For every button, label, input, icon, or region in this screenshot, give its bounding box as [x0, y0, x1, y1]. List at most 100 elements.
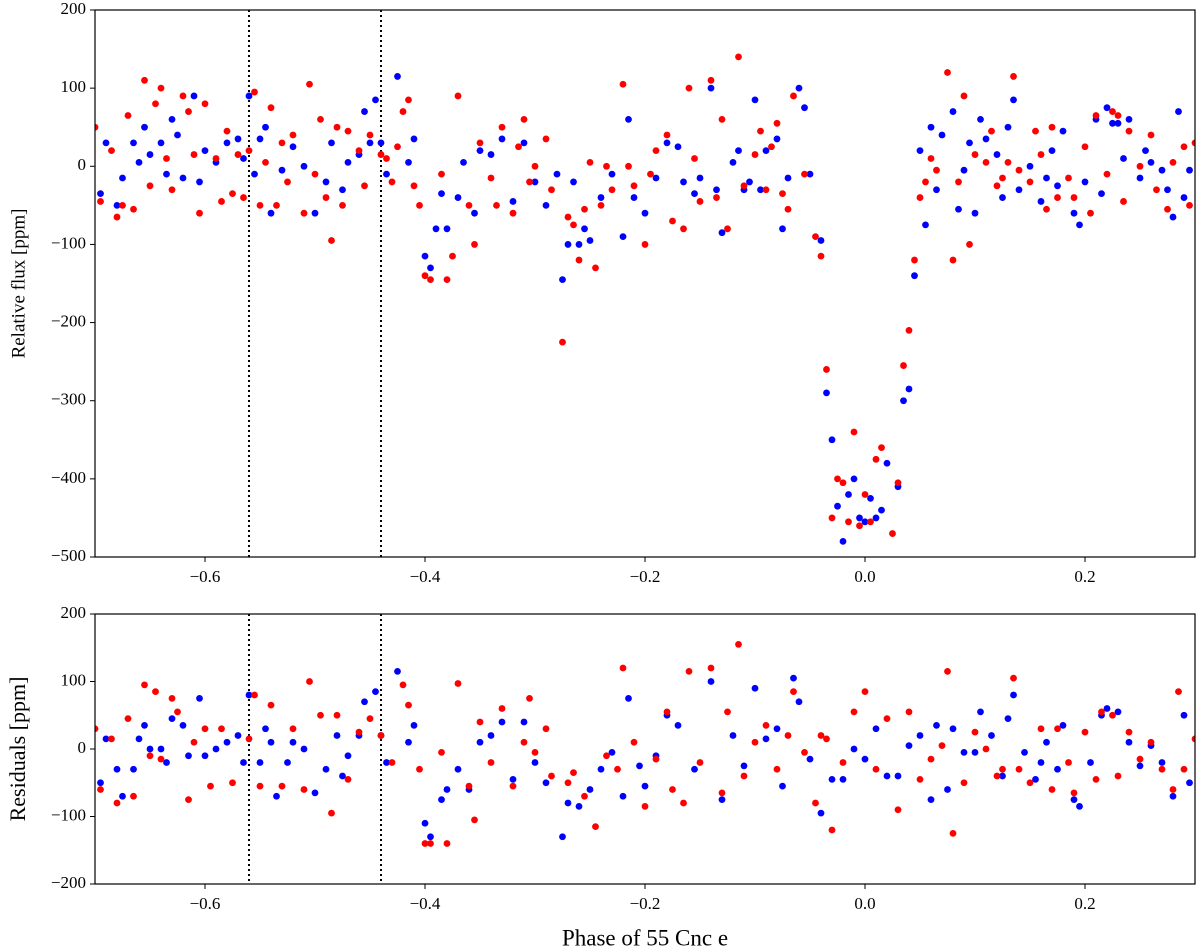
data-point — [889, 530, 896, 537]
data-point — [163, 170, 170, 178]
data-point — [1125, 127, 1133, 135]
data-point — [548, 186, 555, 194]
data-point — [212, 745, 220, 753]
data-point — [812, 233, 819, 241]
data-point — [542, 779, 550, 787]
data-point — [1164, 186, 1171, 194]
data-point — [361, 698, 368, 706]
data-point — [839, 537, 847, 545]
data-point — [685, 667, 693, 675]
data-point — [366, 131, 374, 139]
data-point — [179, 92, 187, 100]
data-point — [328, 237, 335, 244]
data-point — [575, 241, 583, 248]
data-point — [927, 155, 935, 162]
data-point — [630, 182, 638, 190]
data-point — [515, 143, 522, 151]
data-point — [823, 366, 830, 373]
data-point — [916, 775, 924, 783]
data-point — [438, 170, 445, 178]
data-point — [196, 694, 203, 702]
data-point — [861, 518, 869, 526]
data-point — [570, 178, 577, 186]
data-point — [273, 792, 280, 800]
data-point — [1169, 158, 1177, 166]
data-point — [421, 819, 429, 827]
data-point — [575, 256, 583, 264]
data-point — [240, 759, 247, 766]
data-point — [1158, 765, 1166, 773]
data-point — [388, 759, 396, 766]
data-point — [867, 494, 874, 502]
data-point — [801, 170, 808, 178]
data-point — [520, 718, 528, 726]
data-point — [251, 170, 258, 178]
data-point — [1054, 194, 1061, 201]
data-point — [394, 73, 401, 80]
data-point — [251, 88, 258, 96]
data-point — [834, 475, 841, 483]
data-point — [1180, 765, 1188, 773]
data-point — [168, 116, 176, 123]
data-point — [185, 796, 192, 804]
data-point — [751, 151, 759, 158]
data-point — [1004, 158, 1012, 166]
data-point — [443, 840, 451, 847]
data-point — [531, 748, 539, 756]
data-point — [355, 147, 363, 155]
data-point — [471, 209, 478, 217]
data-point — [1070, 789, 1078, 797]
data-point — [498, 705, 506, 712]
data-point — [339, 772, 346, 780]
data-point — [581, 792, 588, 800]
data-point — [773, 725, 781, 733]
data-point — [427, 840, 434, 847]
data-point — [1158, 166, 1166, 174]
data-point — [1048, 786, 1056, 793]
data-point — [124, 112, 132, 119]
data-point — [982, 158, 990, 166]
x-tick-label: 0.2 — [1074, 567, 1095, 586]
data-point — [394, 143, 401, 151]
data-point — [586, 786, 594, 793]
data-point — [1081, 178, 1089, 186]
data-point — [707, 678, 715, 685]
data-point — [872, 765, 880, 773]
data-point — [234, 732, 242, 739]
data-point — [977, 116, 984, 123]
data-point — [542, 201, 550, 209]
data-point — [476, 718, 484, 726]
data-point — [548, 772, 555, 780]
data-point — [988, 732, 995, 739]
data-point — [597, 194, 605, 201]
data-point — [256, 135, 264, 143]
data-point — [608, 186, 616, 194]
data-point — [927, 123, 935, 131]
data-point — [223, 127, 231, 135]
data-point — [999, 772, 1006, 780]
data-point — [1147, 158, 1155, 166]
data-point — [1120, 155, 1127, 162]
data-point — [696, 198, 704, 205]
data-point — [1103, 104, 1111, 112]
data-point — [608, 170, 616, 178]
data-point — [339, 201, 346, 209]
data-point — [460, 158, 467, 166]
data-point — [130, 792, 137, 800]
data-point — [179, 721, 187, 729]
data-point — [1059, 721, 1067, 729]
data-point — [256, 201, 264, 209]
data-point — [652, 755, 660, 763]
data-point — [454, 194, 462, 201]
data-point — [966, 139, 973, 147]
data-point — [163, 759, 170, 766]
data-point — [718, 789, 726, 797]
data-point — [1175, 688, 1182, 696]
data-point — [856, 522, 863, 530]
data-point — [641, 802, 649, 810]
data-point — [487, 732, 495, 739]
data-point — [322, 194, 330, 201]
data-point — [1109, 711, 1116, 719]
data-point — [388, 178, 396, 186]
data-point — [1114, 112, 1122, 119]
